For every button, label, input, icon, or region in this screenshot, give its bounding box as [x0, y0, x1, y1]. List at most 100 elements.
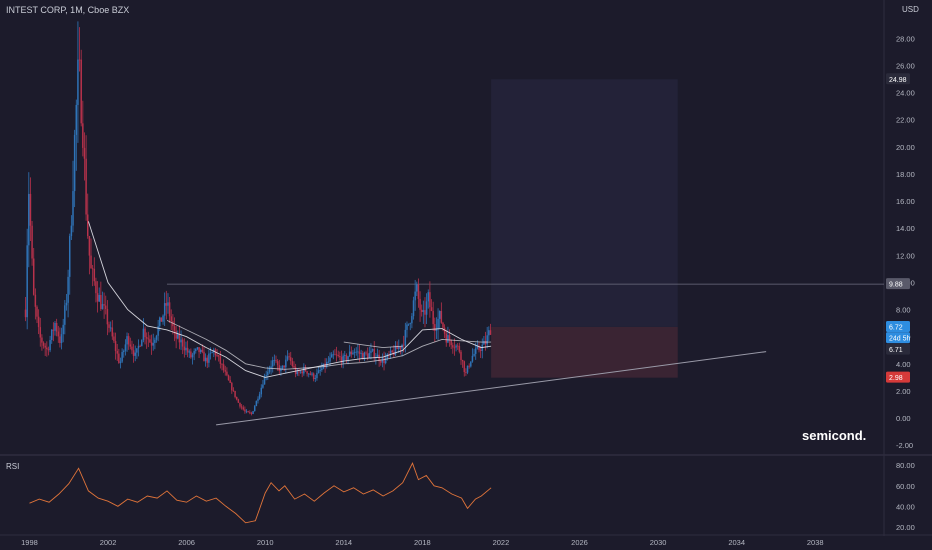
candle-body	[288, 356, 290, 358]
candle-body	[60, 334, 63, 344]
price-tag-label: 6.72	[889, 324, 903, 331]
candle-body	[443, 327, 446, 334]
candle-body	[273, 360, 276, 362]
candle-body	[362, 353, 364, 360]
price-tag-label: 9.88	[889, 282, 903, 289]
candle-body	[78, 59, 81, 61]
candle-body	[438, 310, 441, 319]
chart-title[interactable]: INTEST CORP, 1M, Cboe BZX	[6, 5, 130, 15]
candle	[348, 344, 351, 357]
candle	[244, 406, 246, 414]
price-tag-box	[886, 320, 910, 332]
candle-body	[435, 328, 438, 331]
candle	[195, 348, 197, 354]
candle-body	[414, 291, 416, 301]
candle	[93, 257, 96, 286]
candle	[291, 357, 294, 368]
time-tick-label: 2018	[414, 538, 431, 547]
candle	[57, 325, 60, 343]
candle-body	[335, 354, 338, 356]
candle	[132, 343, 135, 363]
candle-body	[226, 371, 228, 376]
price-tick-label: -2.00	[896, 441, 913, 450]
rsi-tick-label: 40.00	[896, 502, 915, 511]
candle	[118, 348, 120, 364]
price-tag: 24.98	[886, 73, 910, 85]
candle-body	[419, 298, 421, 310]
candle	[447, 326, 449, 344]
candle	[422, 300, 425, 324]
candle	[311, 372, 313, 377]
candle	[85, 135, 87, 221]
candle-body	[70, 225, 73, 237]
candle	[232, 387, 235, 392]
candle-body	[466, 365, 469, 373]
candle	[186, 340, 189, 358]
candle	[124, 339, 127, 356]
candle	[96, 281, 99, 313]
candle	[337, 350, 339, 358]
candle	[98, 287, 100, 303]
candle	[316, 368, 318, 381]
candle	[88, 235, 91, 275]
candle	[144, 326, 146, 345]
candle	[235, 396, 238, 401]
candle	[389, 347, 392, 359]
candle	[360, 349, 362, 359]
candle	[461, 359, 464, 368]
candle-body	[34, 294, 37, 307]
candle	[147, 331, 150, 348]
candle	[417, 278, 420, 308]
candle	[488, 326, 490, 342]
candle	[73, 129, 76, 208]
candle	[188, 349, 190, 358]
candle-body	[489, 330, 492, 335]
price-tick-label: 4.00	[896, 360, 911, 369]
candle-body	[244, 409, 246, 412]
candle	[368, 346, 371, 358]
candle-body	[46, 347, 48, 350]
candle-body	[398, 346, 400, 350]
candle-body	[178, 334, 181, 343]
candle	[458, 342, 461, 354]
candle	[208, 349, 210, 368]
candle-body	[327, 361, 330, 363]
candle-body	[455, 345, 457, 348]
moving-average-line	[166, 319, 492, 370]
candle	[486, 326, 488, 349]
candle	[471, 348, 474, 363]
candle-body	[404, 329, 407, 346]
candle	[24, 297, 27, 322]
candle-body	[370, 350, 372, 353]
candle-body	[211, 352, 213, 353]
candle-body	[142, 328, 145, 341]
candle	[178, 325, 181, 350]
candle-body	[42, 342, 45, 346]
price-tick-label: 8.00	[896, 306, 911, 315]
candle-body	[91, 268, 94, 270]
candle	[437, 308, 439, 341]
candle	[180, 330, 182, 350]
candle	[154, 337, 156, 350]
candle-body	[39, 327, 42, 338]
price-tag: 2.98	[886, 371, 910, 383]
rsi-pane-label[interactable]: RSI	[6, 462, 20, 471]
candle	[239, 402, 241, 409]
price-tick-label: 22.00	[896, 116, 915, 125]
candle	[149, 335, 151, 343]
price-tick-label: 28.00	[896, 34, 915, 43]
candle-body	[168, 302, 171, 317]
price-tag: 6.71	[886, 343, 910, 355]
candle-body	[103, 304, 105, 306]
candle	[321, 362, 323, 372]
candle-body	[358, 351, 361, 354]
candle	[34, 288, 37, 320]
candle-body	[222, 364, 225, 371]
candle-body	[484, 341, 487, 345]
candle-body	[252, 411, 254, 414]
candle-body	[199, 349, 202, 353]
candle-body	[344, 355, 346, 356]
candle	[106, 300, 109, 336]
currency-label[interactable]: USD	[902, 5, 919, 14]
candle	[319, 365, 321, 376]
